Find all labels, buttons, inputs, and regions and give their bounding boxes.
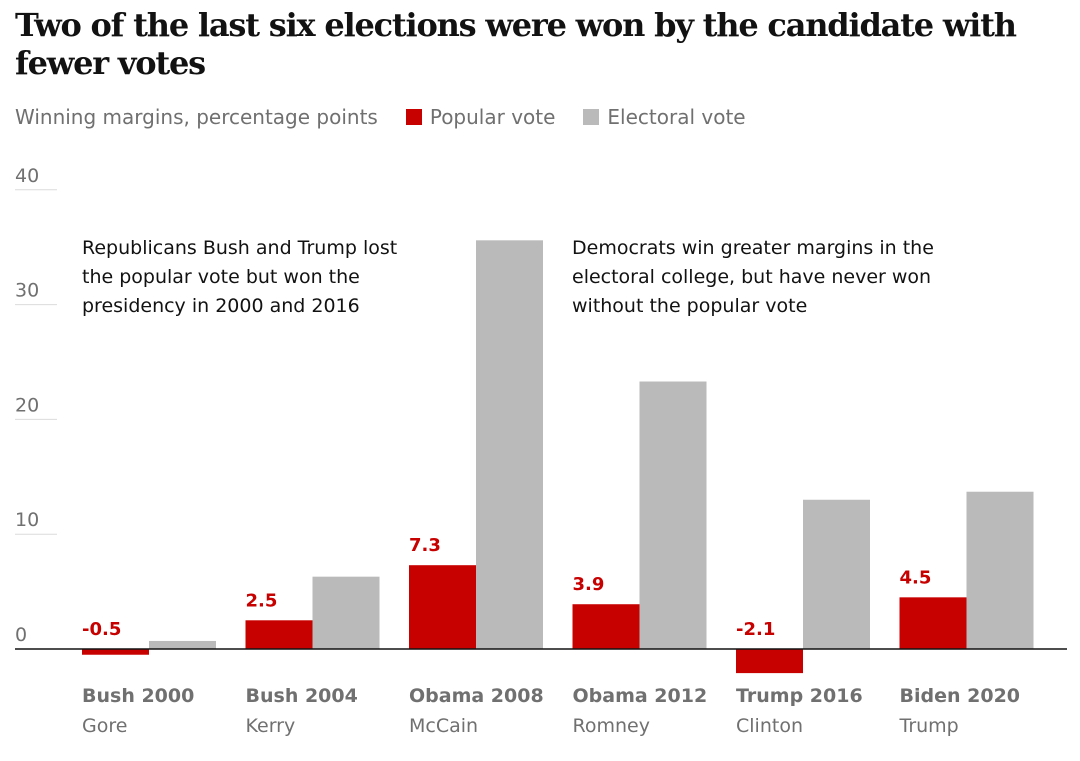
annotation-line: the popular vote but won the xyxy=(82,266,360,288)
x-opponent-label: Trump xyxy=(899,715,959,737)
legend-swatch-popular xyxy=(405,109,422,125)
annotation-line: Republicans Bush and Trump lost xyxy=(82,237,398,259)
subtitle-legend-row: Winning margins, percentage points Popul… xyxy=(15,103,774,131)
annotation-democrats: Democrats win greater margins in the ele… xyxy=(572,234,934,321)
x-opponent-label: Kerry xyxy=(246,715,296,737)
bar-electoral-vote xyxy=(639,381,707,649)
y-tick-label: 10 xyxy=(15,509,39,531)
annotation-line: without the popular vote xyxy=(572,295,808,317)
y-tick-label: 30 xyxy=(15,280,39,302)
annotation-line: Democrats win greater margins in the xyxy=(572,237,934,259)
x-category-label: Obama 2008 xyxy=(409,685,544,707)
y-tick-label: 20 xyxy=(15,394,39,416)
bar-popular-vote xyxy=(736,649,803,674)
bar-popular-vote xyxy=(899,597,967,649)
chart-subtitle: Winning margins, percentage points xyxy=(15,105,378,129)
annotation-republicans: Republicans Bush and Trump lost the popu… xyxy=(82,234,397,321)
data-label-popular: 4.5 xyxy=(900,567,932,588)
bar-popular-vote xyxy=(409,565,476,649)
x-opponent-label: Romney xyxy=(573,715,650,737)
x-category-label: Obama 2012 xyxy=(573,685,708,707)
legend-swatch-electoral xyxy=(583,109,600,125)
legend-label-electoral: Electoral vote xyxy=(607,105,746,129)
bar-electoral-vote xyxy=(476,240,543,649)
bar-popular-vote xyxy=(572,604,640,649)
legend-label-popular: Popular vote xyxy=(429,105,556,129)
x-opponent-label: McCain xyxy=(409,715,478,737)
x-category-label: Bush 2000 xyxy=(82,685,194,707)
annotation-line: presidency in 2000 and 2016 xyxy=(82,295,360,317)
chart-title: Two of the last six elections were won b… xyxy=(15,6,1017,82)
legend-item-popular: Popular vote xyxy=(405,105,556,129)
y-tick-label: 0 xyxy=(15,624,27,646)
annotation-line: electoral college, but have never won xyxy=(572,266,932,288)
y-tick-label: 40 xyxy=(15,165,39,187)
data-label-popular: -2.1 xyxy=(736,619,775,640)
data-label-popular: 2.5 xyxy=(246,590,278,611)
bar-popular-vote xyxy=(245,620,313,649)
bar-popular-vote xyxy=(82,649,149,655)
x-category-label: Bush 2004 xyxy=(246,685,358,707)
x-category-label: Trump 2016 xyxy=(736,685,863,707)
data-label-popular: 3.9 xyxy=(573,574,605,595)
data-label-popular: -0.5 xyxy=(82,619,121,640)
bar-electoral-vote xyxy=(966,491,1034,649)
x-opponent-label: Clinton xyxy=(736,715,803,737)
bar-electoral-vote xyxy=(149,640,216,649)
bar-electoral-vote xyxy=(312,576,380,649)
x-opponent-label: Gore xyxy=(82,715,127,737)
x-category-label: Biden 2020 xyxy=(900,685,1021,707)
data-label-popular: 7.3 xyxy=(409,535,441,556)
legend-item-electoral: Electoral vote xyxy=(583,105,746,129)
bar-electoral-vote xyxy=(803,499,870,649)
